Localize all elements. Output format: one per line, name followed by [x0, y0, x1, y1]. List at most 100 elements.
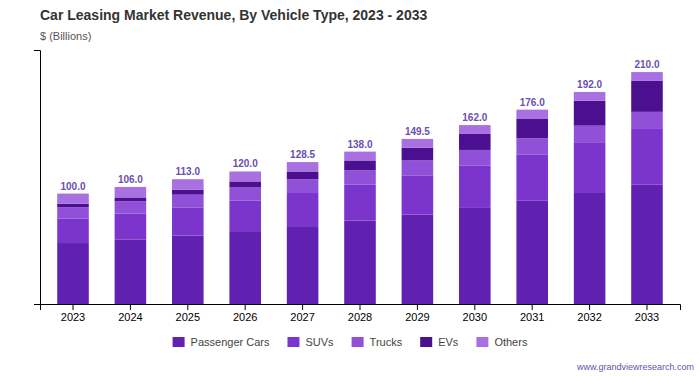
bar-segment [516, 110, 548, 119]
legend-item: Trucks [352, 336, 403, 348]
data-label: 100.0 [60, 181, 85, 192]
legend-swatch [287, 337, 299, 347]
bar-segment [287, 171, 319, 179]
bar-segment [516, 118, 548, 138]
x-tick: 2027 [290, 304, 314, 323]
x-tick-label: 2024 [118, 311, 142, 323]
y-axis-label: $ (Billions) [40, 30, 91, 42]
bar-segment [229, 181, 261, 187]
x-tick: 2032 [577, 304, 601, 323]
x-tick-label: 2028 [348, 311, 372, 323]
bar-segment [57, 207, 89, 219]
x-tick-mark [73, 304, 74, 310]
x-tick-label: 2031 [520, 311, 544, 323]
data-label: 192.0 [577, 79, 602, 90]
y-axis-line [34, 51, 41, 305]
bar-segment [459, 208, 491, 304]
x-tick-mark [302, 304, 303, 310]
x-tick-mark [646, 304, 647, 310]
bar-segment [115, 239, 147, 304]
bar-segment [287, 193, 319, 226]
bar-segment [402, 215, 434, 304]
bar-segment [229, 187, 261, 200]
bar-segment [516, 138, 548, 154]
annotation: www.grandviewresearch.com [576, 362, 694, 372]
bar-segment [631, 72, 663, 81]
bar-segment [631, 185, 663, 304]
bar-segment [344, 170, 376, 184]
x-tick-mark [417, 304, 418, 310]
bar-segment [172, 236, 204, 304]
bar-segment [516, 154, 548, 200]
data-label: 106.0 [118, 174, 143, 185]
bar-segment [574, 142, 606, 193]
series [57, 72, 663, 204]
legend-label: EVs [438, 336, 459, 348]
bar-segment [402, 175, 434, 214]
bar-segment [402, 148, 434, 161]
bar-segment [459, 165, 491, 208]
bar-segment [229, 201, 261, 231]
data-label: 120.0 [233, 158, 258, 169]
bar-segment [229, 171, 261, 181]
x-tick-mark [130, 304, 131, 310]
legend-swatch [420, 337, 432, 347]
data-label: 210.0 [634, 59, 659, 70]
bar-segment [115, 201, 147, 213]
x-tick-mark [589, 304, 590, 310]
x-tick-mark [360, 304, 361, 310]
legend-item: EVs [420, 336, 459, 348]
bar-segment [172, 179, 204, 189]
data-label: 176.0 [520, 97, 545, 108]
bar-segment [57, 219, 89, 243]
series [57, 185, 663, 304]
bar-segment [287, 179, 319, 193]
x-tick: 2024 [118, 304, 142, 323]
bar-segment [459, 134, 491, 150]
data-labels: 100.0 106.0 113.0 120.0 128.5 138.0 149.5 162.0… [60, 59, 659, 191]
bar-segment [115, 187, 147, 197]
x-tick: 2026 [233, 304, 257, 323]
series [57, 129, 663, 243]
data-label: 113.0 [176, 166, 201, 177]
data-label: 138.0 [347, 139, 372, 150]
x-tick-label: 2026 [233, 311, 257, 323]
legend-label: Passenger Cars [191, 336, 270, 348]
legend-swatch [476, 337, 488, 347]
bar-segment [287, 226, 319, 304]
bar-segment [57, 243, 89, 304]
bar-segment [402, 160, 434, 175]
data-label: 162.0 [462, 112, 487, 123]
x-tick-label: 2029 [405, 311, 429, 323]
bar-segment [574, 193, 606, 304]
legend-swatch [352, 337, 364, 347]
x-tick-label: 2033 [635, 311, 659, 323]
bar-segment [574, 126, 606, 143]
bar-segment [57, 194, 89, 204]
bar-segment [459, 150, 491, 165]
data-label: 149.5 [405, 126, 430, 137]
x-tick: 2025 [176, 304, 200, 323]
x-tick-mark [245, 304, 246, 310]
x-tick: 2029 [405, 304, 429, 323]
title: Car Leasing Market Revenue, By Vehicle T… [40, 7, 427, 23]
legend-item: Others [476, 336, 528, 348]
x-tick: 2033 [635, 304, 659, 323]
legend: Passenger CarsSUVsTrucksEVsOthers [173, 336, 528, 348]
x-tick-mark [187, 304, 188, 310]
data-label: 128.5 [290, 149, 315, 160]
x-axis: 2023202420252026202720282029203020312032… [41, 304, 681, 323]
x-tick: 2023 [61, 304, 85, 323]
bar-segment [631, 81, 663, 112]
bar-segment [287, 162, 319, 171]
bar-segment [229, 231, 261, 304]
bar-segment [574, 92, 606, 101]
bar-segment [115, 197, 147, 201]
bar-segment [115, 213, 147, 239]
bar-segment [631, 112, 663, 129]
bar-segment [172, 207, 204, 235]
x-axis-line [41, 305, 681, 311]
legend-swatch [173, 337, 185, 347]
bar-segment [57, 204, 89, 207]
x-tick-label: 2032 [577, 311, 601, 323]
